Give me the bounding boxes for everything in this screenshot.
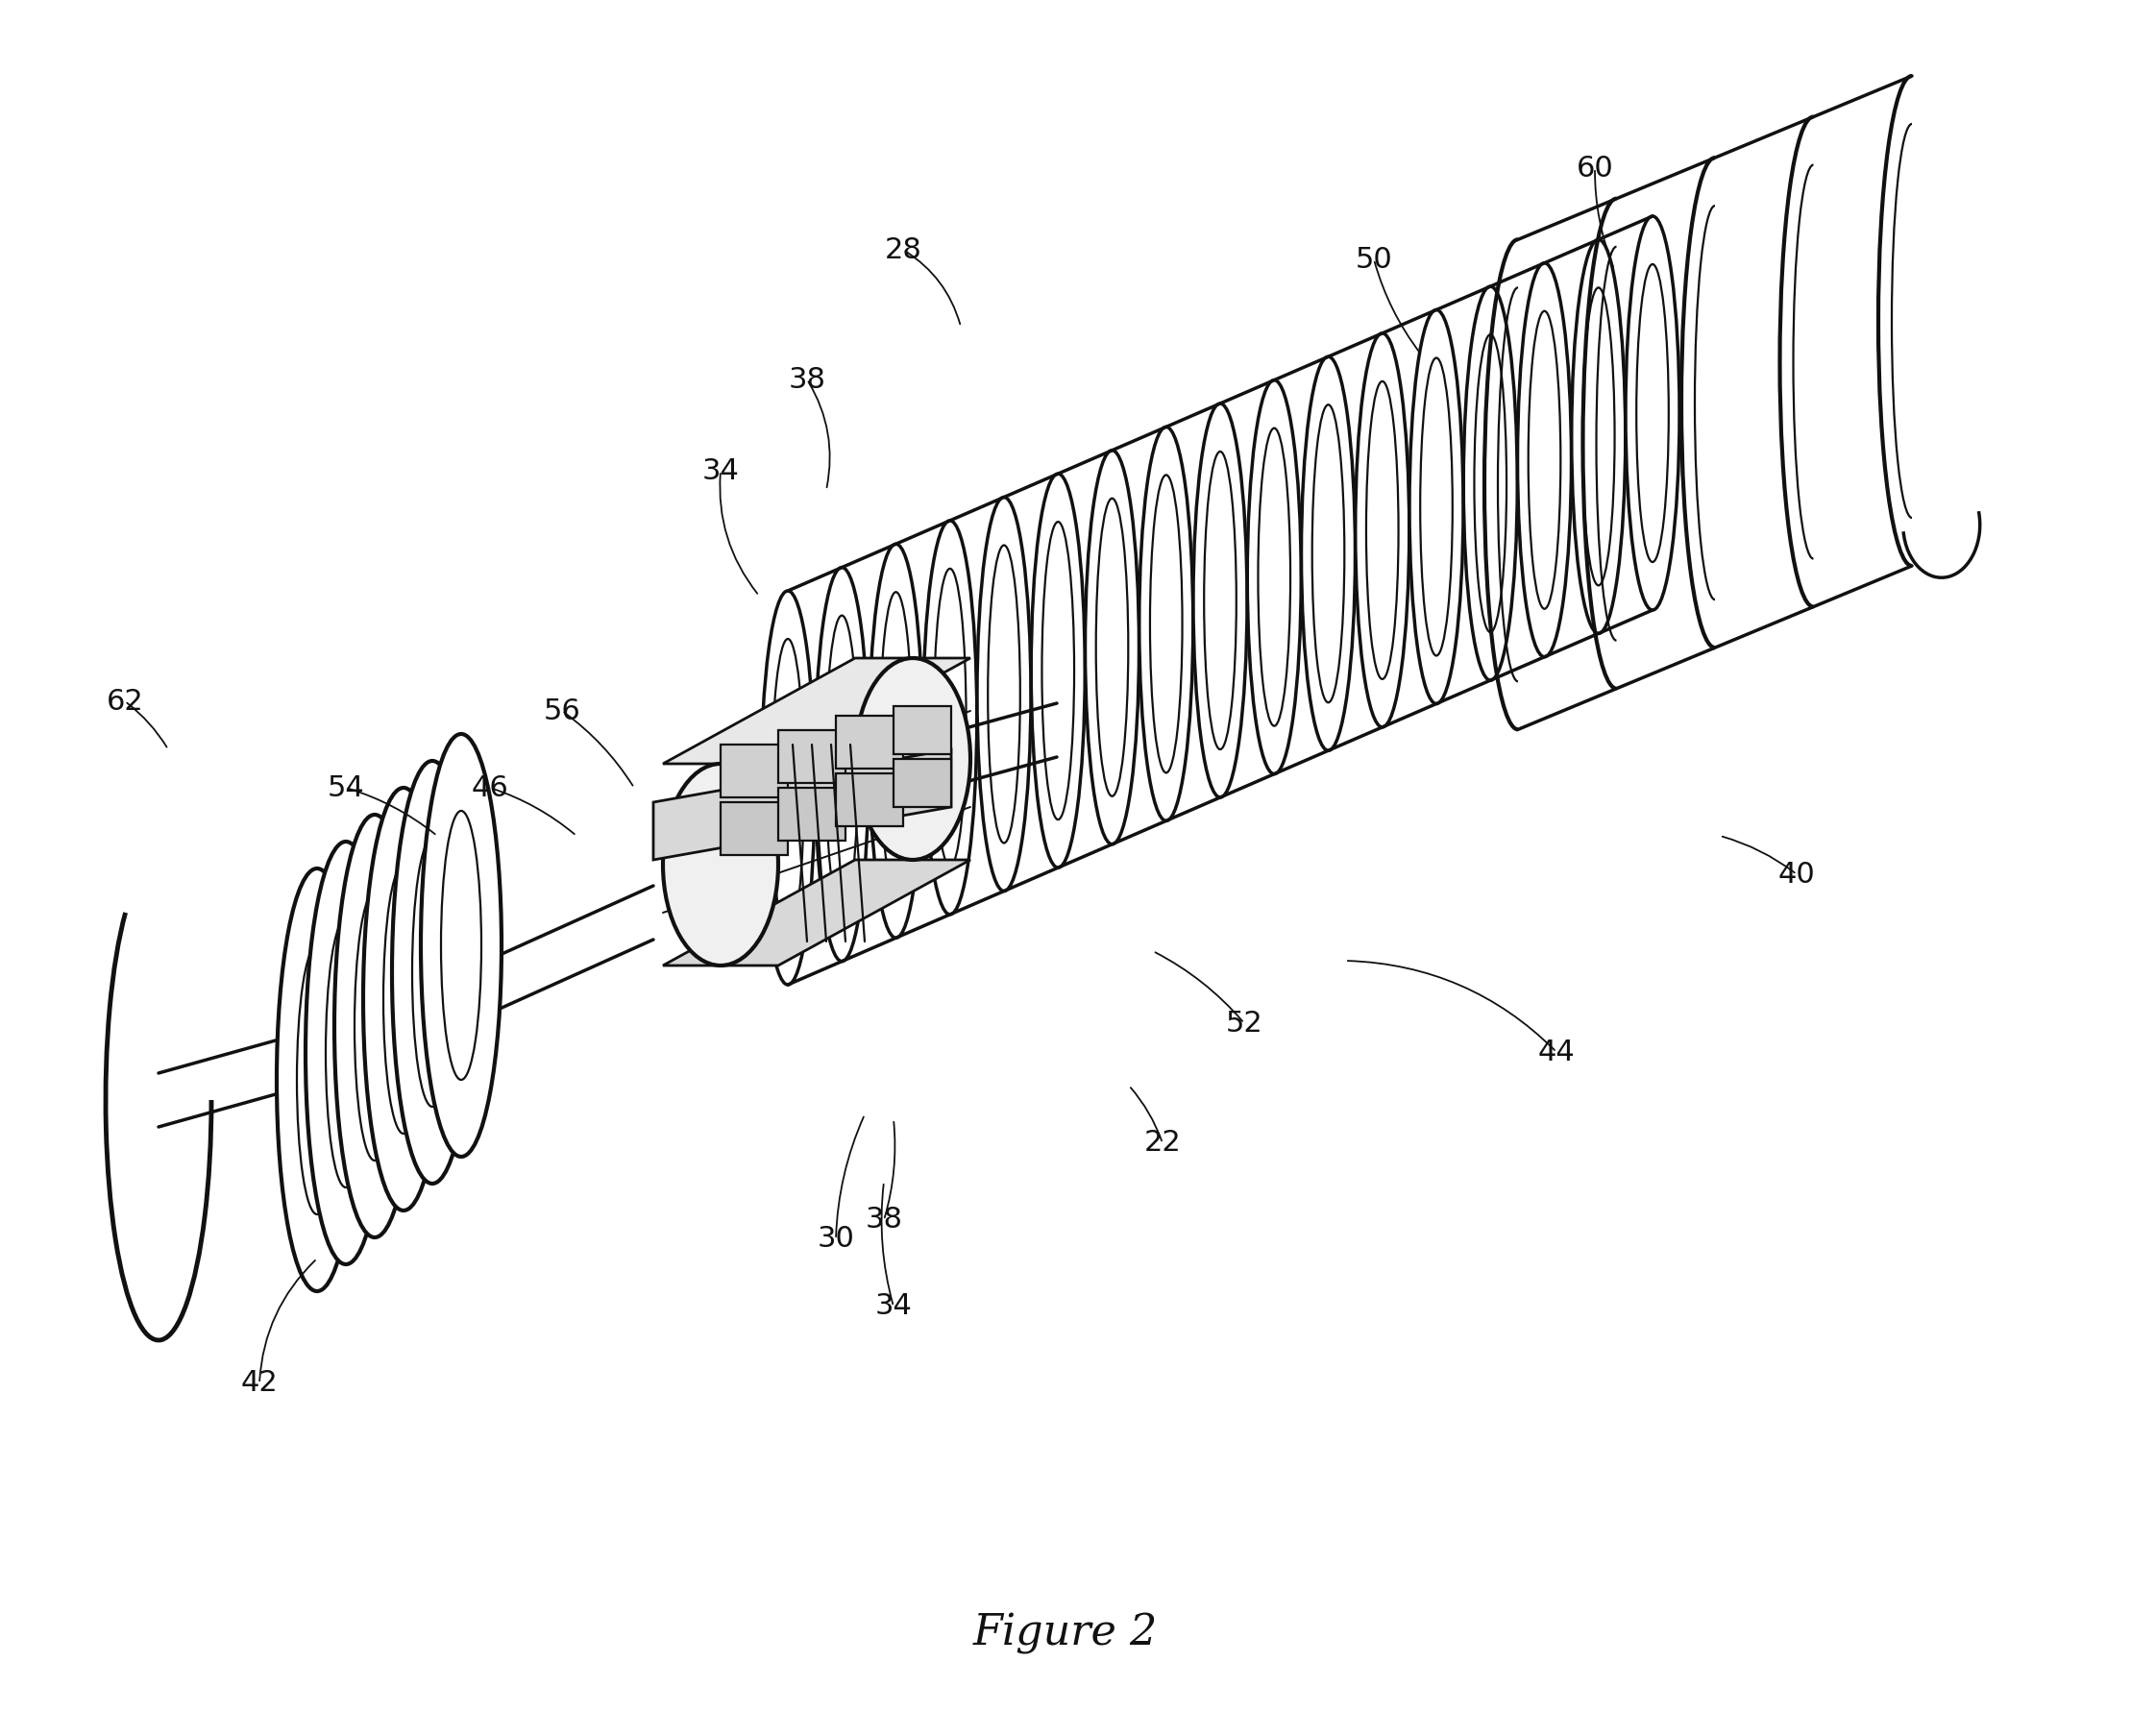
Ellipse shape — [1313, 404, 1345, 703]
Ellipse shape — [933, 569, 965, 866]
Ellipse shape — [277, 868, 358, 1292]
Ellipse shape — [1204, 451, 1236, 750]
Polygon shape — [893, 707, 950, 753]
Ellipse shape — [761, 590, 814, 984]
Polygon shape — [835, 773, 904, 826]
Text: 34: 34 — [876, 1293, 912, 1321]
Polygon shape — [893, 759, 950, 807]
Ellipse shape — [923, 521, 976, 915]
Text: 60: 60 — [1577, 155, 1613, 182]
Polygon shape — [663, 859, 970, 965]
Ellipse shape — [305, 842, 386, 1264]
Ellipse shape — [326, 918, 367, 1187]
Text: 54: 54 — [328, 774, 364, 802]
Ellipse shape — [1085, 450, 1138, 844]
Ellipse shape — [1247, 380, 1302, 774]
Text: 28: 28 — [884, 236, 923, 264]
Polygon shape — [778, 731, 846, 783]
Ellipse shape — [1140, 427, 1193, 821]
Ellipse shape — [1031, 474, 1085, 868]
Ellipse shape — [335, 814, 416, 1238]
Ellipse shape — [978, 496, 1031, 891]
Ellipse shape — [1419, 358, 1453, 656]
Text: 22: 22 — [1144, 1130, 1181, 1158]
Polygon shape — [720, 745, 788, 797]
Text: 56: 56 — [543, 696, 580, 726]
Polygon shape — [720, 802, 788, 856]
Text: 42: 42 — [241, 1370, 277, 1397]
Text: 30: 30 — [816, 1226, 855, 1253]
Ellipse shape — [989, 545, 1021, 844]
Ellipse shape — [362, 788, 443, 1210]
Text: 50: 50 — [1355, 245, 1392, 273]
Ellipse shape — [1257, 429, 1291, 726]
Ellipse shape — [1583, 288, 1615, 585]
Polygon shape — [654, 750, 950, 859]
Ellipse shape — [1571, 240, 1626, 634]
Text: 38: 38 — [865, 1207, 904, 1234]
Ellipse shape — [1042, 523, 1074, 819]
Ellipse shape — [814, 568, 869, 962]
Ellipse shape — [1528, 311, 1560, 609]
Ellipse shape — [392, 760, 473, 1184]
Text: 34: 34 — [701, 457, 739, 484]
Ellipse shape — [1302, 356, 1355, 750]
Ellipse shape — [1409, 309, 1464, 703]
Ellipse shape — [1475, 335, 1507, 632]
Ellipse shape — [1366, 382, 1398, 679]
Ellipse shape — [663, 764, 778, 965]
Ellipse shape — [869, 543, 923, 937]
Ellipse shape — [1151, 476, 1183, 773]
Polygon shape — [778, 788, 846, 840]
Ellipse shape — [1464, 286, 1517, 681]
Text: 62: 62 — [107, 687, 143, 715]
Ellipse shape — [1637, 264, 1669, 562]
Ellipse shape — [825, 616, 859, 913]
Polygon shape — [835, 715, 904, 769]
Ellipse shape — [1193, 403, 1247, 797]
Ellipse shape — [1517, 262, 1571, 656]
Ellipse shape — [411, 838, 452, 1108]
Ellipse shape — [855, 658, 970, 859]
Text: 44: 44 — [1539, 1038, 1575, 1066]
Ellipse shape — [420, 734, 501, 1156]
Ellipse shape — [771, 639, 803, 937]
Ellipse shape — [296, 946, 337, 1215]
Ellipse shape — [354, 892, 394, 1161]
Ellipse shape — [1355, 333, 1409, 727]
Text: 46: 46 — [471, 774, 509, 802]
Ellipse shape — [441, 811, 482, 1080]
Text: 38: 38 — [788, 366, 827, 394]
Ellipse shape — [1095, 498, 1127, 797]
Text: 40: 40 — [1777, 861, 1816, 889]
Text: Figure 2: Figure 2 — [974, 1613, 1157, 1654]
Text: 52: 52 — [1225, 1009, 1264, 1036]
Ellipse shape — [1626, 217, 1679, 609]
Ellipse shape — [880, 592, 912, 891]
Polygon shape — [663, 658, 970, 764]
Ellipse shape — [384, 865, 424, 1134]
